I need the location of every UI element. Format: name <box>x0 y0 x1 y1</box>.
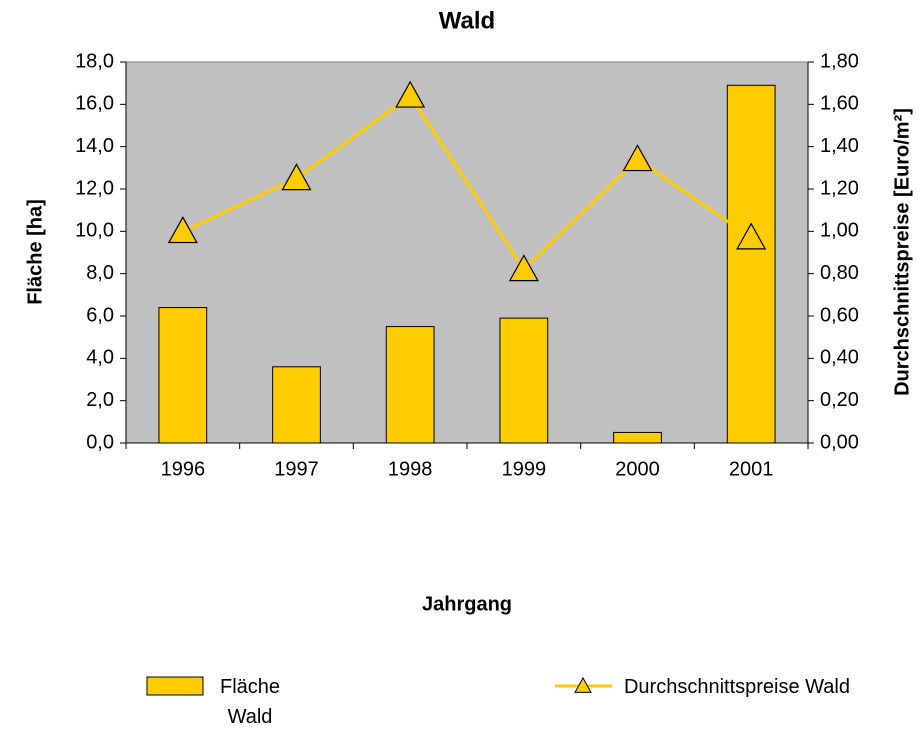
marker <box>736 222 767 250</box>
marker <box>508 254 539 282</box>
legend-swatch <box>146 676 204 696</box>
x-tick-label: 2001 <box>729 458 774 480</box>
y2-tick-label: 0,00 <box>820 431 859 453</box>
y-axis-title: Fläche [ha] <box>24 199 46 305</box>
chart-title: Wald <box>439 7 495 34</box>
legend-label: Durchschnittspreise Wald <box>623 676 850 698</box>
y-tick-label: 10,0 <box>75 220 114 242</box>
y2-tick-label: 0,60 <box>820 304 859 326</box>
y2-tick-label: 1,40 <box>820 135 859 157</box>
x-tick-label: 2000 <box>615 458 660 480</box>
y2-tick-label: 0,40 <box>820 347 859 369</box>
x-tick-label: 1999 <box>502 458 547 480</box>
y-tick-label: 0,0 <box>86 431 114 453</box>
y-tick-label: 8,0 <box>86 262 114 284</box>
bar <box>158 307 208 444</box>
y-tick-label: 2,0 <box>86 389 114 411</box>
x-tick-label: 1996 <box>161 458 206 480</box>
bar <box>613 431 662 444</box>
marker <box>167 216 198 244</box>
y-tick-label: 14,0 <box>75 135 114 157</box>
y2-tick-label: 1,60 <box>820 93 859 115</box>
bar <box>272 366 321 444</box>
y2-axis-title: Durchschnittspreise [Euro/m²] <box>891 108 913 396</box>
x-tick-label: 1997 <box>274 458 319 480</box>
y-tick-label: 12,0 <box>75 177 114 199</box>
line <box>182 93 753 272</box>
y-tick-label: 6,0 <box>86 304 114 326</box>
y-tick-label: 4,0 <box>86 347 114 369</box>
legend-swatch <box>574 676 592 693</box>
y2-tick-label: 1,80 <box>820 50 859 72</box>
y2-tick-label: 1,00 <box>820 220 859 242</box>
legend-label: Fläche Wald <box>219 676 281 728</box>
marker <box>395 80 426 108</box>
x-tick-label: 1998 <box>388 458 433 480</box>
y2-tick-label: 1,20 <box>820 177 859 199</box>
bar <box>499 317 549 444</box>
y-tick-label: 16,0 <box>75 93 114 115</box>
marker <box>622 144 653 172</box>
plot-area <box>125 61 809 444</box>
y-tick-label: 18,0 <box>75 50 114 72</box>
x-axis-title: Jahrgang <box>422 593 512 615</box>
y2-tick-label: 0,80 <box>820 262 859 284</box>
bar <box>726 84 776 444</box>
bar <box>385 326 435 444</box>
marker <box>281 163 312 191</box>
y2-tick-label: 0,20 <box>820 389 859 411</box>
